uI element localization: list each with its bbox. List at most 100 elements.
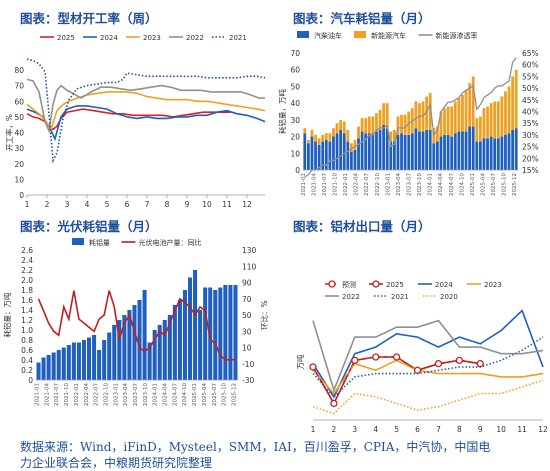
y2-tick-label: -30	[242, 376, 254, 385]
bar-耗铝量	[127, 310, 132, 380]
y-tick-label: 0.4	[21, 356, 33, 365]
bar-新能源汽车	[500, 96, 504, 137]
bar-汽柴油车	[367, 133, 371, 170]
bar-新能源汽车	[385, 103, 389, 129]
bar-汽柴油车	[443, 134, 446, 170]
bar-汽柴油车	[392, 141, 396, 170]
bar-汽柴油车	[486, 138, 489, 170]
legend-label: 新能源汽车	[371, 31, 406, 40]
legend-swatch	[72, 238, 84, 245]
y2-tick-label: 25%	[522, 143, 539, 152]
bar-新能源汽车	[342, 121, 346, 134]
legend-label: 2021	[391, 293, 409, 301]
x-tick-label: 9	[185, 200, 190, 209]
bar-汽柴油车	[507, 133, 511, 170]
y2-tick-label: 50%	[522, 84, 539, 93]
x-tick-label: 2025-12	[512, 173, 518, 196]
bar-新能源汽车	[317, 138, 321, 145]
x-tick-label: 2023-10	[417, 173, 423, 196]
x-tick-label: 2024-04	[438, 173, 444, 196]
x-tick-label: 5	[105, 200, 110, 209]
bar-新能源汽车	[375, 113, 378, 132]
series-line-光伏电池产量：同比	[37, 290, 236, 361]
bar-新能源汽车	[435, 126, 439, 142]
legend-label: 2022	[342, 293, 360, 301]
legend-label: 耗铝量	[89, 238, 110, 247]
y-tick-label: 0	[28, 376, 33, 385]
x-tick-label: 11	[517, 425, 527, 434]
series-line-2022	[312, 319, 544, 393]
bar-新能源汽车	[396, 116, 400, 135]
bar-耗铝量	[223, 285, 228, 380]
bar-汽柴油车	[435, 141, 439, 170]
bar-汽柴油车	[414, 128, 418, 170]
bar-新能源汽车	[482, 108, 486, 139]
bar-新能源汽车	[306, 139, 310, 144]
y-tick-label: 2.2	[21, 266, 33, 275]
bar-耗铝量	[167, 315, 172, 380]
y-axis-label: 耗铝量，万吨	[277, 89, 287, 134]
bar-新能源汽车	[357, 126, 360, 139]
x-tick-label: 2023-04	[123, 383, 129, 406]
y-tick-label: 20	[14, 160, 24, 169]
bar-耗铝量	[81, 340, 86, 380]
bar-汽柴油车	[432, 143, 436, 170]
y-tick-label: 2.4	[21, 256, 33, 265]
bar-新能源汽车	[486, 106, 489, 139]
x-tick-label: 2024-10	[182, 383, 188, 406]
bar-汽柴油车	[493, 138, 497, 170]
bar-耗铝量	[36, 362, 41, 380]
panel-auto-aluminum: 图表：汽车耗铝量（月） 汽柴油车 新能源汽车 新能源渗透率 0 10 20 30 40 50 60…	[275, 0, 550, 210]
x-tick-label: 2022-04	[354, 173, 360, 196]
bar-耗铝量	[66, 345, 71, 380]
bar-耗铝量	[198, 310, 203, 380]
legend-swatch	[354, 31, 366, 38]
bar-耗铝量	[203, 287, 208, 380]
y2-axis-label: 环比：%	[259, 300, 269, 330]
x-tick-label: 2021-07	[322, 173, 328, 196]
x-tick-label: 1	[25, 200, 30, 209]
bar-汽柴油车	[314, 141, 317, 170]
x-tick-label: 2021-01	[301, 173, 307, 196]
x-tick-label: 2023-07	[407, 173, 413, 196]
bar-汽柴油车	[382, 124, 386, 170]
chart-pv-aluminum: 耗铝量 光伏电池产量：同比 00.20.40.60.81.01.21.41.61.8…	[2, 238, 269, 406]
x-tick-label: 2021-07	[54, 383, 60, 406]
point-marker-2025	[434, 360, 443, 368]
y-tick-label: 1.8	[21, 286, 33, 295]
bar-耗铝量	[41, 357, 46, 380]
bar-汽柴油车	[378, 129, 382, 170]
y-tick-label: 40	[290, 99, 300, 108]
x-tick-label: 2024-10	[459, 173, 465, 196]
y2-tick-label: 65%	[522, 49, 539, 58]
bar-汽柴油车	[360, 131, 364, 170]
bar-汽柴油车	[364, 133, 368, 170]
y2-tick-label: 40%	[522, 108, 539, 117]
x-tick-label: 2025-04	[202, 383, 208, 406]
bar-新能源汽车	[389, 131, 393, 142]
bar-新能源汽车	[457, 98, 461, 132]
series-line-2024	[26, 105, 266, 142]
bar-汽柴油车	[471, 126, 475, 170]
x-tick-label: 4	[373, 425, 378, 434]
bar-耗铝量	[218, 287, 223, 380]
y-tick-label: 1.4	[21, 306, 33, 315]
series-line-2023	[26, 91, 266, 132]
y2-tick-label: 35%	[522, 119, 539, 128]
bar-耗铝量	[137, 300, 142, 380]
bar-汽柴油车	[478, 141, 482, 170]
source-line-1: 数据来源：Wind，iFinD，Mysteel，SMM，IAI，百川盈孚，CPI…	[20, 440, 491, 454]
y2-tick-label: 30%	[522, 131, 539, 140]
bar-新能源汽车	[414, 101, 418, 129]
x-tick-label: 2022-10	[375, 173, 381, 196]
series-line-2021	[26, 58, 266, 164]
bar-耗铝量	[213, 290, 218, 380]
bar-新能源汽车	[314, 134, 317, 142]
x-tick-label: 2025-07	[491, 173, 497, 196]
x-tick-label: 2022-07	[364, 173, 370, 196]
bar-汽柴油车	[353, 149, 357, 170]
y2-tick-label: -10	[242, 360, 254, 369]
x-tick-label: 2025-12	[232, 383, 238, 406]
y-tick-label: 1.0	[21, 326, 33, 335]
